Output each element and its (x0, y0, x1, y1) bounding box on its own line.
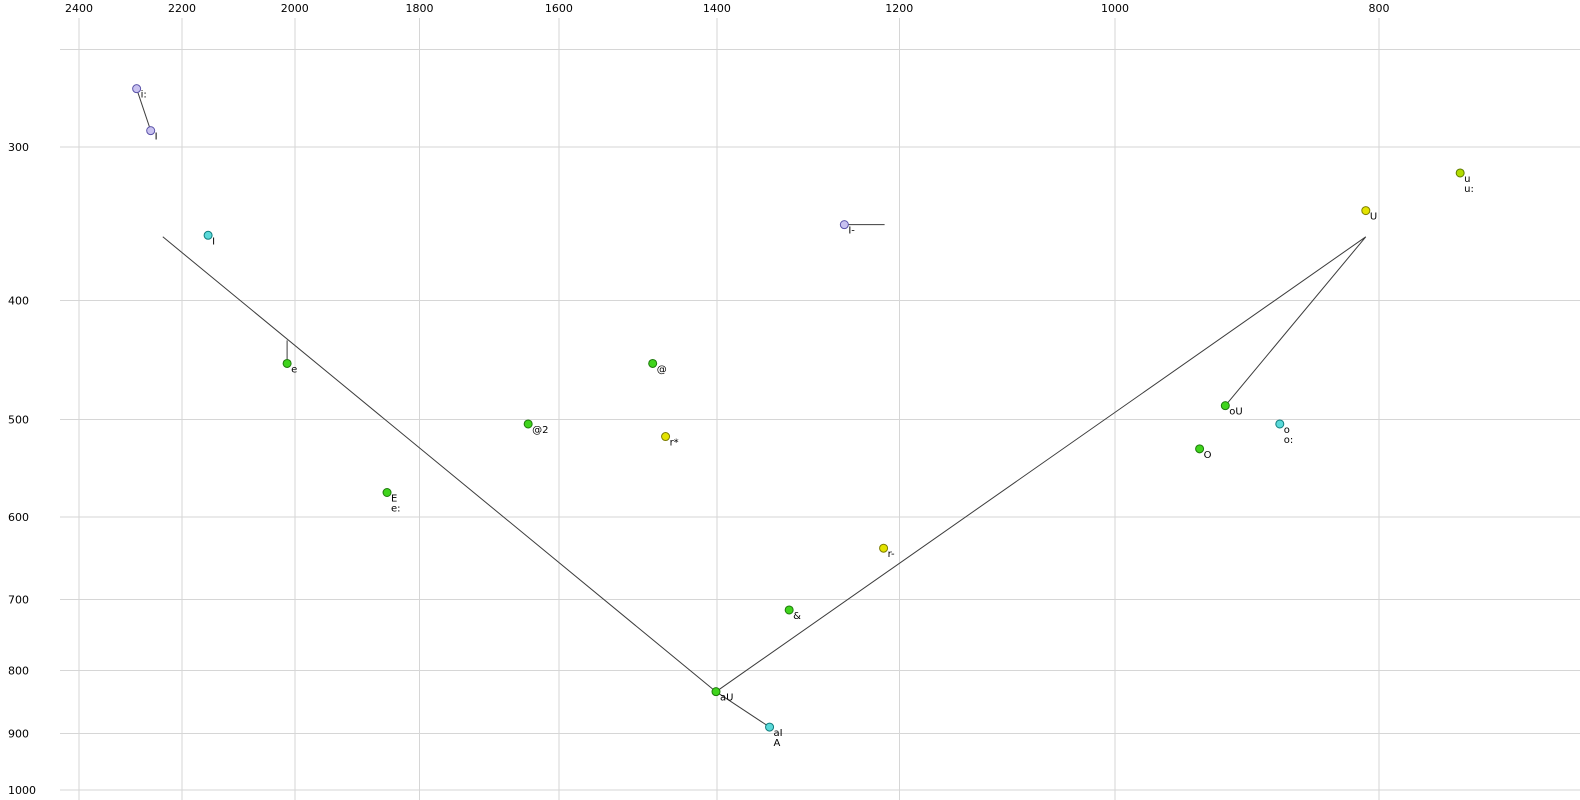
connector-vowel-triangle (162, 236, 1367, 693)
vowel-point[interactable] (648, 358, 658, 368)
y-axis-tick-label: 900 (8, 728, 29, 741)
vowel-point-label: aI (774, 728, 783, 739)
x-axis-tick-label: 1000 (1101, 2, 1129, 15)
y-axis-tick-label: 300 (8, 141, 29, 154)
x-axis-tick-label: 1800 (405, 2, 433, 15)
vowel-point[interactable] (879, 543, 889, 553)
vowel-point-label: aU (720, 693, 733, 704)
y-axis-tick-label: 800 (8, 665, 29, 678)
vowel-point[interactable] (523, 419, 533, 429)
vowel-point[interactable] (203, 230, 213, 240)
x-axis-tick-label: 800 (1369, 2, 1390, 15)
y-axis-tick-label: 500 (8, 414, 29, 427)
vowel-point[interactable] (282, 358, 292, 368)
vowel-point[interactable] (784, 605, 794, 615)
vowel-point-label: & (793, 611, 801, 622)
x-axis-tick-label: 1200 (885, 2, 913, 15)
x-axis-tick-label: 2000 (281, 2, 309, 15)
vowel-point[interactable] (382, 488, 392, 498)
y-axis-tick-label: 700 (8, 593, 29, 606)
y-axis-tick-label: 600 (8, 511, 29, 524)
vowel-point-label: @ (657, 364, 667, 375)
vowel-point-label: I- (848, 226, 855, 237)
vowel-point-label: E (391, 494, 397, 505)
vowel-point-label: e: (391, 504, 401, 515)
connector-i-to-I (136, 88, 152, 131)
vowel-point[interactable] (765, 722, 775, 732)
y-axis-tick-label: 1000 (8, 784, 36, 797)
vowel-point[interactable] (1275, 419, 1285, 429)
vowel-point[interactable] (839, 220, 849, 230)
x-axis-tick-label: 2400 (65, 2, 93, 15)
vowel-point[interactable] (1455, 168, 1465, 178)
connector-aU-to-aI (715, 691, 770, 728)
vowel-point-label: o: (1284, 435, 1294, 446)
vowel-point-label: I (155, 132, 158, 143)
vowel-point[interactable] (711, 687, 721, 697)
x-axis-tick-label: 1600 (545, 2, 573, 15)
vowel-point[interactable] (1361, 206, 1371, 216)
vowel-point-label: O (1204, 450, 1212, 461)
vowel-point[interactable] (661, 432, 671, 442)
vowel-point-label: i: (141, 90, 147, 101)
vowel-point-label: e (291, 364, 297, 375)
vowel-point-label: A (774, 738, 781, 749)
vowel-point-label: o (1284, 425, 1290, 436)
vowel-point-label: oU (1229, 407, 1242, 418)
x-axis-tick-label: 1400 (703, 2, 731, 15)
vowel-point-label: u (1464, 174, 1470, 185)
vowel-point-label: r- (888, 549, 895, 560)
vowel-point[interactable] (1220, 401, 1230, 411)
vowel-point[interactable] (146, 126, 156, 136)
x-axis-tick-label: 2200 (168, 2, 196, 15)
vowel-point-label: u: (1464, 184, 1474, 195)
vowel-point[interactable] (1195, 444, 1205, 454)
vowel-point-label: r* (670, 438, 679, 449)
vowel-point-label: @2 (532, 425, 548, 436)
vowel-point-label: I (212, 236, 215, 247)
y-axis-tick-label: 400 (8, 295, 29, 308)
vowel-point[interactable] (132, 84, 142, 94)
vowel-point-label: U (1370, 212, 1377, 223)
